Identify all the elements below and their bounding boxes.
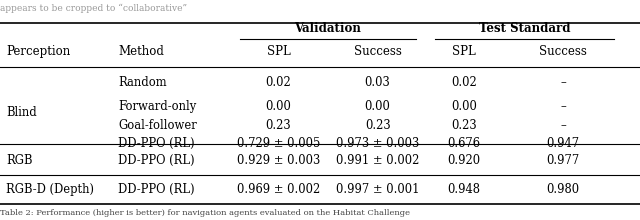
Text: 0.929 ± 0.003: 0.929 ± 0.003 [237, 154, 320, 167]
Text: Success: Success [540, 44, 587, 58]
Text: Perception: Perception [6, 44, 70, 58]
Text: 0.00: 0.00 [451, 100, 477, 113]
Text: appears to be cropped to “collaborative”: appears to be cropped to “collaborative” [0, 3, 187, 13]
Text: 0.02: 0.02 [266, 76, 291, 89]
Text: 0.729 ± 0.005: 0.729 ± 0.005 [237, 137, 320, 150]
Text: 0.00: 0.00 [266, 100, 291, 113]
Text: 0.02: 0.02 [451, 76, 477, 89]
Text: DD-PPO (RL): DD-PPO (RL) [118, 137, 195, 150]
Text: DD-PPO (RL): DD-PPO (RL) [118, 183, 195, 196]
Text: Validation: Validation [294, 22, 362, 35]
Text: Goal-follower: Goal-follower [118, 119, 197, 132]
Text: –: – [561, 119, 566, 132]
Text: 0.23: 0.23 [266, 119, 291, 132]
Text: –: – [561, 100, 566, 113]
Text: 0.991 ± 0.002: 0.991 ± 0.002 [336, 154, 419, 167]
Text: 0.980: 0.980 [547, 183, 580, 196]
Text: Blind: Blind [6, 106, 37, 119]
Text: 0.997 ± 0.001: 0.997 ± 0.001 [336, 183, 419, 196]
Text: Test Standard: Test Standard [479, 22, 570, 35]
Text: –: – [561, 76, 566, 89]
Text: 0.676: 0.676 [447, 137, 481, 150]
Text: Forward-only: Forward-only [118, 100, 196, 113]
Text: Table 2: Performance (higher is better) for navigation agents evaluated on the H: Table 2: Performance (higher is better) … [0, 209, 410, 217]
Text: 0.00: 0.00 [365, 100, 390, 113]
Text: SPL: SPL [266, 44, 291, 58]
Text: Success: Success [354, 44, 401, 58]
Text: SPL: SPL [452, 44, 476, 58]
Text: 0.973 ± 0.003: 0.973 ± 0.003 [336, 137, 419, 150]
Text: Random: Random [118, 76, 167, 89]
Text: DD-PPO (RL): DD-PPO (RL) [118, 154, 195, 167]
Text: 0.920: 0.920 [447, 154, 481, 167]
Text: Method: Method [118, 44, 164, 58]
Text: 0.947: 0.947 [547, 137, 580, 150]
Text: 0.23: 0.23 [451, 119, 477, 132]
Text: 0.23: 0.23 [365, 119, 390, 132]
Text: 0.977: 0.977 [547, 154, 580, 167]
Text: 0.03: 0.03 [365, 76, 390, 89]
Text: 0.948: 0.948 [447, 183, 481, 196]
Text: RGB: RGB [6, 154, 33, 167]
Text: RGB-D (Depth): RGB-D (Depth) [6, 183, 95, 196]
Text: 0.969 ± 0.002: 0.969 ± 0.002 [237, 183, 320, 196]
